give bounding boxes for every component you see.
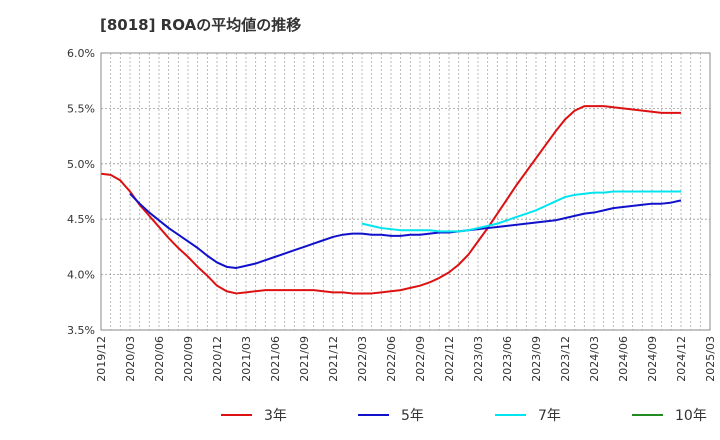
- x-tick-label: 2022/03: [356, 336, 369, 382]
- plot-border: [100, 52, 711, 331]
- x-tick-label: 2021/09: [298, 336, 311, 382]
- series-line-3年: [100, 105, 681, 295]
- x-tick-label: 2020/03: [124, 336, 137, 382]
- x-tick-label: 2019/12: [95, 336, 108, 382]
- legend-label: 7年: [538, 408, 561, 424]
- x-tick-label: 2023/03: [472, 336, 485, 382]
- y-tick-label: 6.0%: [67, 47, 95, 60]
- legend-label: 3年: [264, 408, 287, 424]
- x-tick-label: 2023/09: [530, 336, 543, 382]
- x-tick-label: 2020/06: [153, 336, 166, 382]
- x-tick-label: 2025/03: [704, 336, 717, 382]
- x-tick-label: 2020/09: [182, 336, 195, 382]
- x-tick-label: 2024/03: [588, 336, 601, 382]
- x-tick-label: 2024/06: [617, 336, 630, 382]
- legend-label: 5年: [401, 408, 424, 424]
- x-axis-ticks: 2019/12 2020/03 2020/06 2020/09 2020/12 2021/…: [95, 336, 717, 382]
- y-tick-label: 4.5%: [67, 213, 95, 226]
- x-tick-label: 2024/09: [646, 336, 659, 382]
- x-tick-label: 2022/09: [414, 336, 427, 382]
- y-tick-label: 5.0%: [67, 158, 95, 171]
- x-tick-label: 2020/12: [211, 336, 224, 382]
- y-tick-label: 3.5%: [67, 324, 95, 337]
- x-tick-label: 2024/12: [675, 336, 688, 382]
- legend-label: 10年: [675, 408, 707, 424]
- x-tick-label: 2022/06: [385, 336, 398, 382]
- legend: 3年 5年 7年 10年: [221, 408, 707, 424]
- x-tick-label: 2021/12: [327, 336, 340, 382]
- series-line-7年: [361, 190, 681, 233]
- x-tick-label: 2023/06: [501, 336, 514, 382]
- x-tick-label: 2021/06: [269, 336, 282, 382]
- y-axis-ticks: 3.5% 4.0% 4.5% 5.0% 5.5% 6.0%: [67, 47, 95, 337]
- chart-title: [8018] ROAの平均値の推移: [100, 16, 302, 34]
- x-tick-label: 2021/03: [240, 336, 253, 382]
- x-tick-label: 2022/12: [443, 336, 456, 382]
- y-tick-label: 5.5%: [67, 102, 95, 115]
- x-tick-label: 2023/12: [559, 336, 572, 382]
- series-lines: [100, 105, 682, 295]
- y-tick-label: 4.0%: [67, 269, 95, 282]
- series-line-5年: [129, 193, 682, 269]
